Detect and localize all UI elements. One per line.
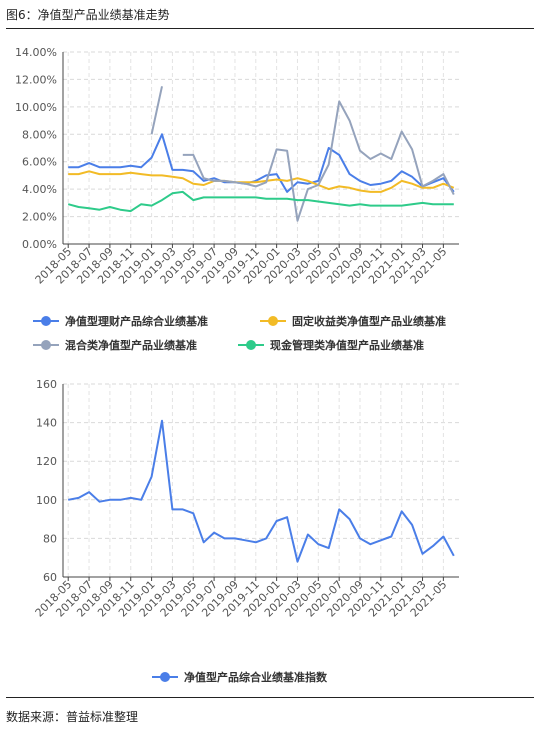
legend-label: 净值型理财产品综合业绩基准 xyxy=(65,314,208,328)
legend-marker xyxy=(246,340,256,350)
legend-label: 现金管理类净值型产品业绩基准 xyxy=(270,338,424,352)
y-tick-label: 10.00% xyxy=(15,101,57,114)
y-tick-label: 140 xyxy=(36,417,57,430)
y-tick-label: 8.00% xyxy=(22,128,57,141)
y-tick-label: 80 xyxy=(43,532,57,545)
series-line xyxy=(67,190,454,213)
series-line xyxy=(150,86,163,135)
y-tick-label: 0.00% xyxy=(22,238,57,251)
bottom-divider xyxy=(6,697,534,698)
y-tick-label: 6.00% xyxy=(22,156,57,169)
y-tick-label: 4.00% xyxy=(22,183,57,196)
top-divider xyxy=(6,28,534,29)
series-line xyxy=(68,133,455,193)
legend-marker xyxy=(160,672,170,682)
y-tick-label: 160 xyxy=(36,378,57,391)
legend-label: 固定收益类净值型产品业绩基准 xyxy=(292,314,446,328)
y-tick-label: 14.00% xyxy=(15,46,57,59)
y-tick-label: 12.00% xyxy=(15,73,57,86)
series-line xyxy=(182,100,455,222)
y-tick-label: 2.00% xyxy=(22,211,57,224)
data-source-note: 数据来源：普益标准整理 xyxy=(6,710,139,724)
benchmark-index-line-chart: 60801001201401602018-052018-072018-09201… xyxy=(33,378,459,684)
legend-label: 混合类净值型产品业绩基准 xyxy=(65,338,197,352)
series-line xyxy=(68,170,455,193)
benchmark-rate-line-chart: 0.00% 2.00% 4.00% 6.00% 8.00% 10.00% 12.00% 14.… xyxy=(15,46,459,352)
legend-marker xyxy=(41,316,51,326)
legend-marker xyxy=(268,316,278,326)
y-tick-label: 60 xyxy=(43,571,57,584)
legend-marker xyxy=(41,340,51,350)
y-tick-label: 100 xyxy=(36,494,57,507)
y-tick-label: 120 xyxy=(36,455,57,468)
legend-label: 净值型产品综合业绩基准指数 xyxy=(184,670,328,684)
figure-title: 图6：净值型产品业绩基准走势 xyxy=(6,8,170,22)
series-line xyxy=(68,419,455,563)
